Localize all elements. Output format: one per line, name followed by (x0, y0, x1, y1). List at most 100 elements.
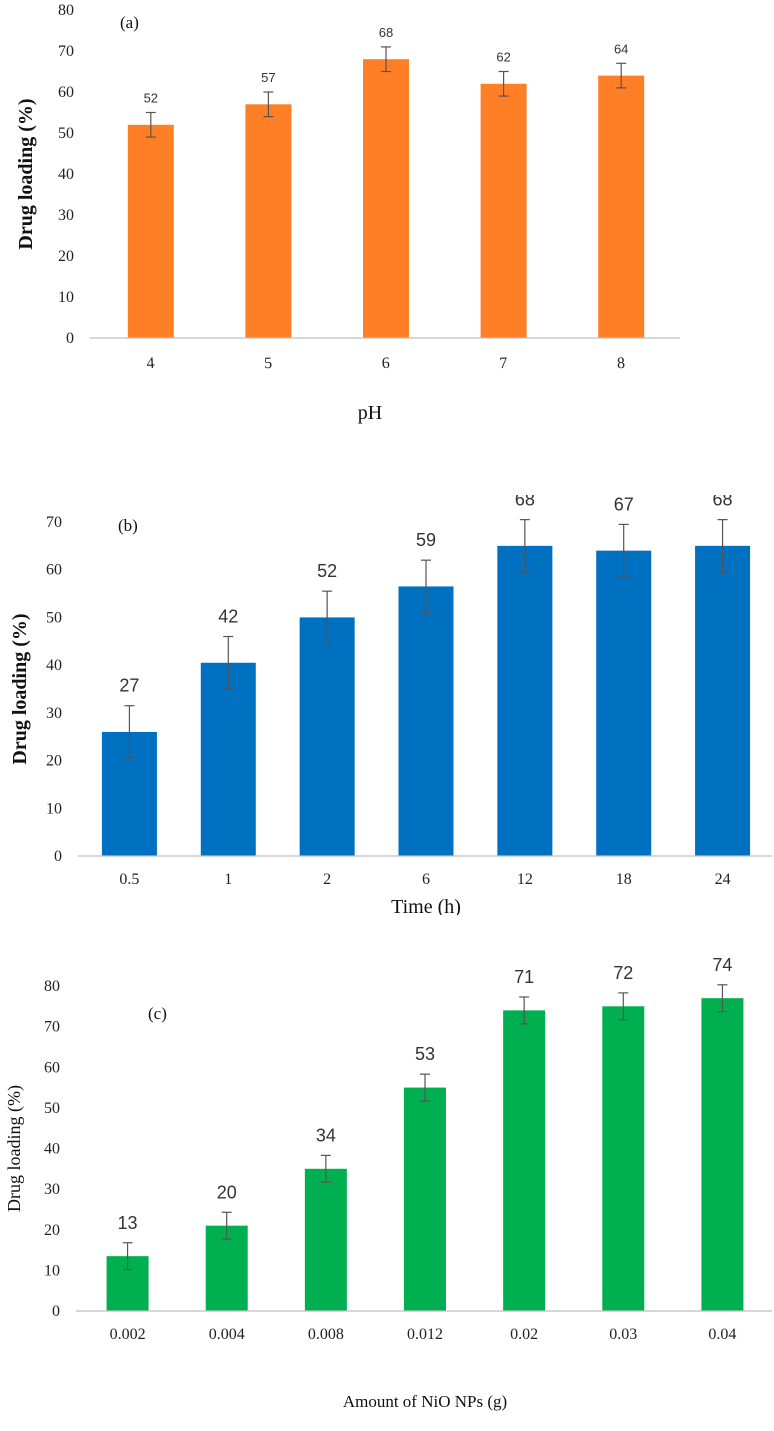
y-tick-label: 20 (58, 248, 74, 265)
y-tick-label: 30 (46, 705, 62, 722)
x-tick-label: 7 (499, 355, 508, 372)
error-bar (223, 635, 234, 690)
error-bar (519, 996, 530, 1025)
bar (503, 1010, 546, 1311)
x-tick-label: 24 (715, 871, 731, 888)
data-label: 71 (514, 967, 534, 987)
bar (205, 1225, 248, 1311)
error-bar (717, 984, 728, 1013)
error-bar (322, 590, 333, 645)
y-tick-label: 10 (44, 1262, 60, 1279)
y-tick-label: 40 (46, 657, 62, 674)
bar (245, 104, 292, 338)
x-tick-label: 5 (264, 355, 273, 372)
data-label: 59 (416, 530, 436, 550)
data-label: 13 (118, 1213, 138, 1233)
error-bar (421, 559, 431, 614)
y-tick-label: 60 (46, 562, 62, 579)
data-label: 68 (713, 495, 733, 510)
x-tick-label: 2 (323, 871, 331, 888)
y-tick-label: 80 (58, 2, 74, 19)
x-tick-label: 0.03 (609, 1326, 637, 1343)
bar (398, 586, 454, 856)
y-tick-label: 40 (44, 1141, 60, 1158)
data-label: 57 (261, 70, 275, 85)
y-tick-label: 0 (52, 1303, 60, 1320)
y-tick-label: 80 (44, 978, 60, 995)
x-tick-label: 0.02 (510, 1326, 538, 1343)
y-tick-label: 60 (44, 1059, 60, 1076)
error-bar (221, 1211, 232, 1240)
y-tick-label: 70 (44, 1019, 60, 1036)
y-tick-label: 30 (58, 207, 74, 224)
data-label: 68 (379, 25, 393, 40)
y-tick-label: 60 (58, 84, 74, 101)
y-tick-label: 50 (46, 609, 62, 626)
x-axis-title: Amount of NiO NPs (g) (343, 1392, 507, 1411)
error-bar (519, 519, 530, 573)
y-tick-label: 30 (44, 1181, 60, 1198)
data-label: 72 (613, 963, 633, 983)
x-tick-label: 18 (616, 871, 632, 888)
x-tick-label: 0.008 (308, 1326, 344, 1343)
bar (497, 545, 553, 856)
error-bar (124, 705, 135, 759)
x-tick-label: 0.5 (119, 871, 139, 888)
data-label: 64 (614, 41, 628, 56)
x-tick-label: 1 (224, 871, 232, 888)
data-label: 42 (218, 607, 238, 627)
x-tick-label: 6 (422, 871, 430, 888)
data-label: 67 (614, 495, 634, 514)
error-bar (263, 91, 274, 118)
error-bar (145, 111, 156, 138)
x-tick-label: 6 (381, 355, 390, 372)
x-tick-label: 0.002 (110, 1326, 146, 1343)
panel-label: (b) (118, 516, 138, 535)
data-label: 62 (496, 50, 510, 65)
error-bar (420, 1073, 430, 1102)
data-label: 52 (317, 561, 337, 581)
error-bar (320, 1154, 331, 1183)
panel-label: (c) (148, 1004, 167, 1023)
error-bar (717, 519, 728, 573)
x-axis-title: pH (358, 402, 382, 424)
bar (695, 545, 751, 856)
y-axis-title: Drug loading (%) (15, 98, 37, 249)
chart-panel-c: 0 10 20 30 40 50 60 70 80 13 20 34 53 71 72 74 0.002 0.00… (4, 955, 772, 1411)
bar (127, 124, 174, 338)
error-bar (122, 1242, 133, 1271)
y-tick-label: 0 (66, 330, 74, 347)
y-tick-label: 0 (54, 848, 62, 865)
data-label: 53 (415, 1044, 435, 1064)
data-label: 34 (316, 1125, 336, 1145)
x-tick-label: 4 (146, 355, 155, 372)
x-tick-label: 0.004 (209, 1326, 245, 1343)
data-label: 68 (515, 495, 535, 510)
bar (363, 59, 409, 338)
y-tick-label: 20 (44, 1222, 60, 1239)
data-label: 27 (119, 676, 139, 696)
error-bar (381, 46, 391, 73)
bar (596, 550, 652, 856)
error-bar (498, 70, 509, 97)
y-tick-label: 70 (46, 514, 62, 531)
y-axis-title: Drug loading (%) (9, 613, 31, 764)
bar (480, 83, 527, 338)
y-tick-label: 40 (58, 166, 74, 183)
data-label: 74 (712, 955, 732, 975)
bar (200, 662, 256, 856)
error-bar (618, 523, 629, 578)
x-tick-label: 0.04 (708, 1326, 736, 1343)
x-axis-title: Time (h) (391, 896, 461, 915)
x-tick-label: 12 (517, 871, 533, 888)
y-tick-label: 70 (58, 43, 74, 60)
bar (404, 1087, 446, 1311)
error-bar (616, 62, 627, 89)
x-tick-label: 0.012 (407, 1326, 443, 1343)
bar (598, 75, 645, 338)
y-tick-label: 10 (46, 800, 62, 817)
chart-panel-a: 0 10 20 30 40 50 60 70 80 52 57 68 62 64 4 5 6 7 8 pH Drug l… (15, 2, 680, 424)
y-tick-label: 50 (58, 125, 74, 142)
bar (304, 1168, 347, 1311)
